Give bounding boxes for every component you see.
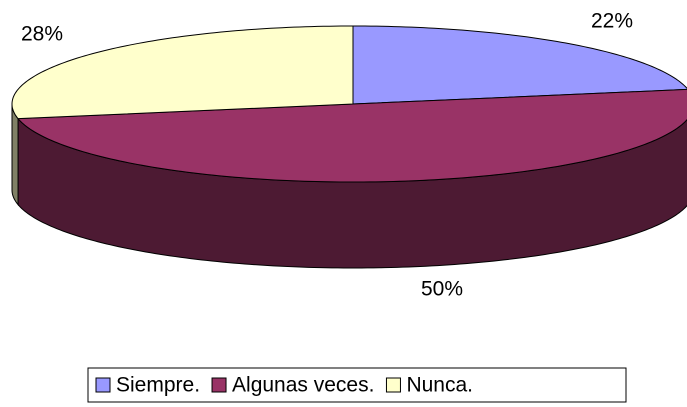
legend-label: Siempre. xyxy=(116,374,200,397)
legend-swatch xyxy=(211,377,227,393)
slice xyxy=(352,25,687,105)
legend-swatch xyxy=(95,377,111,393)
legend-swatch xyxy=(385,377,401,393)
legend-label: Algunas veces. xyxy=(232,374,374,397)
data-label: 28% xyxy=(21,23,63,46)
slice xyxy=(11,25,354,120)
legend-label: Nunca. xyxy=(406,374,473,397)
legend-box xyxy=(87,367,627,403)
data-label: 22% xyxy=(591,10,633,33)
data-label: 50% xyxy=(421,278,463,301)
legend: Siempre. Algunas veces. Nunca. xyxy=(87,367,627,403)
slice xyxy=(16,88,687,183)
slice-side xyxy=(11,103,19,207)
